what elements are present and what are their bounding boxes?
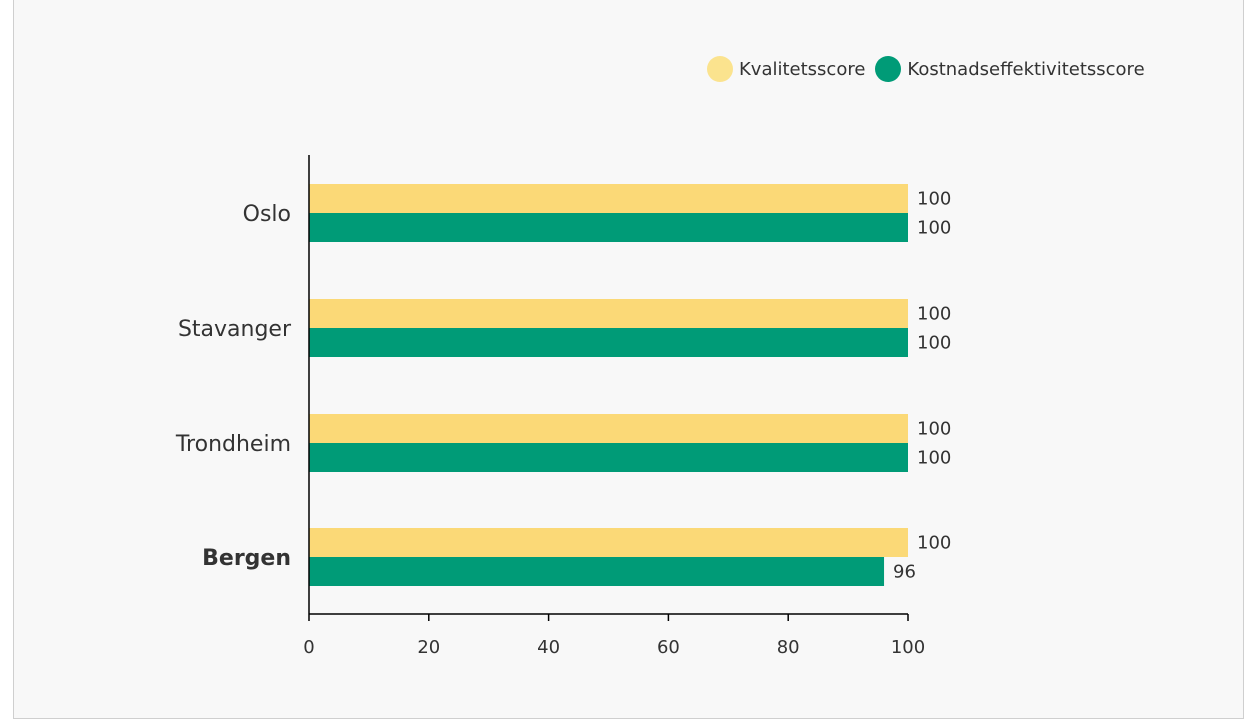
value-label-stavanger-kvalitetsscore: 100 <box>917 304 951 325</box>
value-label-bergen-kvalitetsscore: 100 <box>917 533 951 554</box>
x-tick-label-100: 100 <box>891 637 925 658</box>
value-label-trondheim-kostnadseffektivitetsscore: 100 <box>917 448 951 469</box>
bar-oslo-kostnadseffektivitetsscore[interactable] <box>309 213 908 242</box>
bar-oslo-kvalitetsscore[interactable] <box>309 184 908 213</box>
x-tick-label-60: 60 <box>657 637 680 658</box>
value-label-trondheim-kvalitetsscore: 100 <box>917 419 951 440</box>
value-label-oslo-kostnadseffektivitetsscore: 100 <box>917 218 951 239</box>
legend-label-kostnadseffektivitetsscore: Kostnadseffektivitetsscore <box>907 58 1145 80</box>
bar-stavanger-kvalitetsscore[interactable] <box>309 299 908 328</box>
legend-label-kvalitetsscore: Kvalitetsscore <box>739 58 866 80</box>
legend-item-kvalitetsscore[interactable]: Kvalitetsscore <box>707 56 865 82</box>
chart-panel <box>13 0 1244 719</box>
legend-swatch-kvalitetsscore <box>707 56 733 82</box>
category-label-stavanger: Stavanger <box>178 317 292 342</box>
legend-item-kostnadseffektivitetsscore[interactable]: Kostnadseffektivitetsscore <box>875 56 1145 82</box>
x-tick-label-20: 20 <box>417 637 440 658</box>
bar-bergen-kvalitetsscore[interactable] <box>309 528 908 557</box>
value-label-bergen-kostnadseffektivitetsscore: 96 <box>893 562 916 583</box>
bar-trondheim-kvalitetsscore[interactable] <box>309 414 908 443</box>
legend-swatch-kostnadseffektivitetsscore <box>875 56 902 82</box>
value-label-oslo-kvalitetsscore: 100 <box>917 189 951 210</box>
x-tick-label-80: 80 <box>777 637 800 658</box>
category-label-bergen: Bergen <box>202 546 291 571</box>
bar-stavanger-kostnadseffektivitetsscore[interactable] <box>309 328 908 357</box>
x-tick-label-0: 0 <box>303 637 314 658</box>
category-label-trondheim: Trondheim <box>175 432 291 457</box>
bar-bergen-kostnadseffektivitetsscore[interactable] <box>309 557 885 586</box>
bar-trondheim-kostnadseffektivitetsscore[interactable] <box>309 443 908 472</box>
value-label-stavanger-kostnadseffektivitetsscore: 100 <box>917 333 951 354</box>
category-label-oslo: Oslo <box>243 202 291 227</box>
x-tick-label-40: 40 <box>537 637 560 658</box>
chart-legend: Kvalitetsscore Kostnadseffektivitetsscor… <box>707 55 1155 83</box>
